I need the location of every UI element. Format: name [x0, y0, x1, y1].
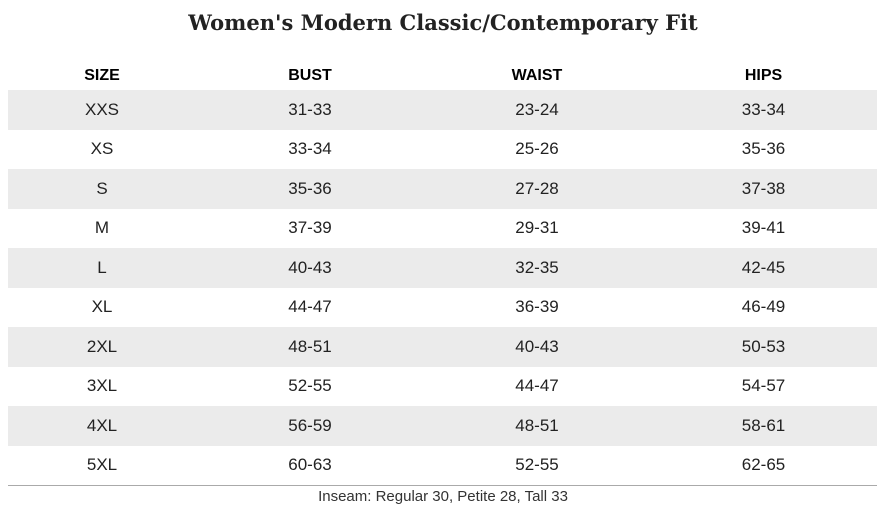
measure-cell: 33-34	[288, 139, 332, 159]
measure-cell: 46-49	[741, 297, 786, 317]
title: Women's Modern Classic/Contemporary Fit	[188, 10, 698, 35]
column-header: SIZE	[84, 66, 120, 84]
size-cell: M	[94, 218, 110, 238]
measure-cell: 40-43	[196, 248, 424, 288]
size-cell: 5XL	[86, 455, 118, 475]
measure-cell: 40-43	[424, 327, 650, 367]
size-cell: 4XL	[8, 406, 196, 446]
measure-cell: 37-38	[650, 169, 877, 209]
measure-cell: 52-55	[288, 376, 332, 396]
measure-cell: 48-51	[424, 406, 650, 446]
table-body: XXS 31-33 23-24 33-34 XS 33-34 25-26 35-36 S 35-3…	[8, 90, 877, 485]
divider	[8, 485, 877, 486]
measure-cell: 35-36	[196, 169, 424, 209]
measure-cell: 31-33	[196, 90, 424, 130]
table-row: XS 33-34 25-26 35-36	[8, 130, 877, 170]
measure-cell: 52-55	[515, 455, 559, 475]
table-row: XL 44-47 36-39 46-49	[8, 288, 877, 328]
table-row: 3XL 52-55 44-47 54-57	[8, 367, 877, 407]
measure-cell: 48-51	[196, 327, 424, 367]
measure-cell: 35-36	[741, 139, 786, 159]
measure-cell: 29-31	[515, 218, 559, 238]
measure-cell: 27-28	[424, 169, 650, 209]
size-cell: L	[8, 248, 196, 288]
measure-cell: 25-26	[515, 139, 559, 159]
table-row: L 40-43 32-35 42-45	[8, 248, 877, 288]
measure-cell: 44-47	[288, 297, 332, 317]
size-cell: XL	[91, 297, 113, 317]
table-row: 4XL 56-59 48-51 58-61	[8, 406, 877, 446]
footnote: Inseam: Regular 30, Petite 28, Tall 33	[318, 488, 568, 505]
measure-cell: 37-39	[288, 218, 332, 238]
size-cell: XS	[90, 139, 114, 159]
measure-cell: 60-63	[288, 455, 332, 475]
size-cell: XXS	[8, 90, 196, 130]
measure-cell: 58-61	[650, 406, 877, 446]
measure-cell: 54-57	[741, 376, 786, 396]
measure-cell: 44-47	[515, 376, 559, 396]
measure-cell: 39-41	[741, 218, 786, 238]
measure-cell: 56-59	[196, 406, 424, 446]
size-table: SIZE BUST WAIST HIPS XXS 31-33 23-24 33-34 XS 33…	[8, 61, 877, 485]
measure-cell: 50-53	[650, 327, 877, 367]
table-row: 2XL 48-51 40-43 50-53	[8, 327, 877, 367]
column-header: HIPS	[744, 66, 783, 84]
size-cell: 3XL	[86, 376, 118, 396]
header-row: SIZE BUST WAIST HIPS	[8, 61, 877, 90]
table-row: S 35-36 27-28 37-38	[8, 169, 877, 209]
size-cell: S	[8, 169, 196, 209]
column-header: WAIST	[511, 66, 563, 84]
table-row: 5XL 60-63 52-55 62-65	[8, 446, 877, 486]
measure-cell: 62-65	[741, 455, 786, 475]
size-cell: 2XL	[8, 327, 196, 367]
measure-cell: 33-34	[650, 90, 877, 130]
measure-cell: 23-24	[424, 90, 650, 130]
measure-cell: 42-45	[650, 248, 877, 288]
table-row: XXS 31-33 23-24 33-34	[8, 90, 877, 130]
measure-cell: 32-35	[424, 248, 650, 288]
table-row: M 37-39 29-31 39-41	[8, 209, 877, 249]
column-header: BUST	[288, 66, 332, 84]
measure-cell: 36-39	[515, 297, 559, 317]
